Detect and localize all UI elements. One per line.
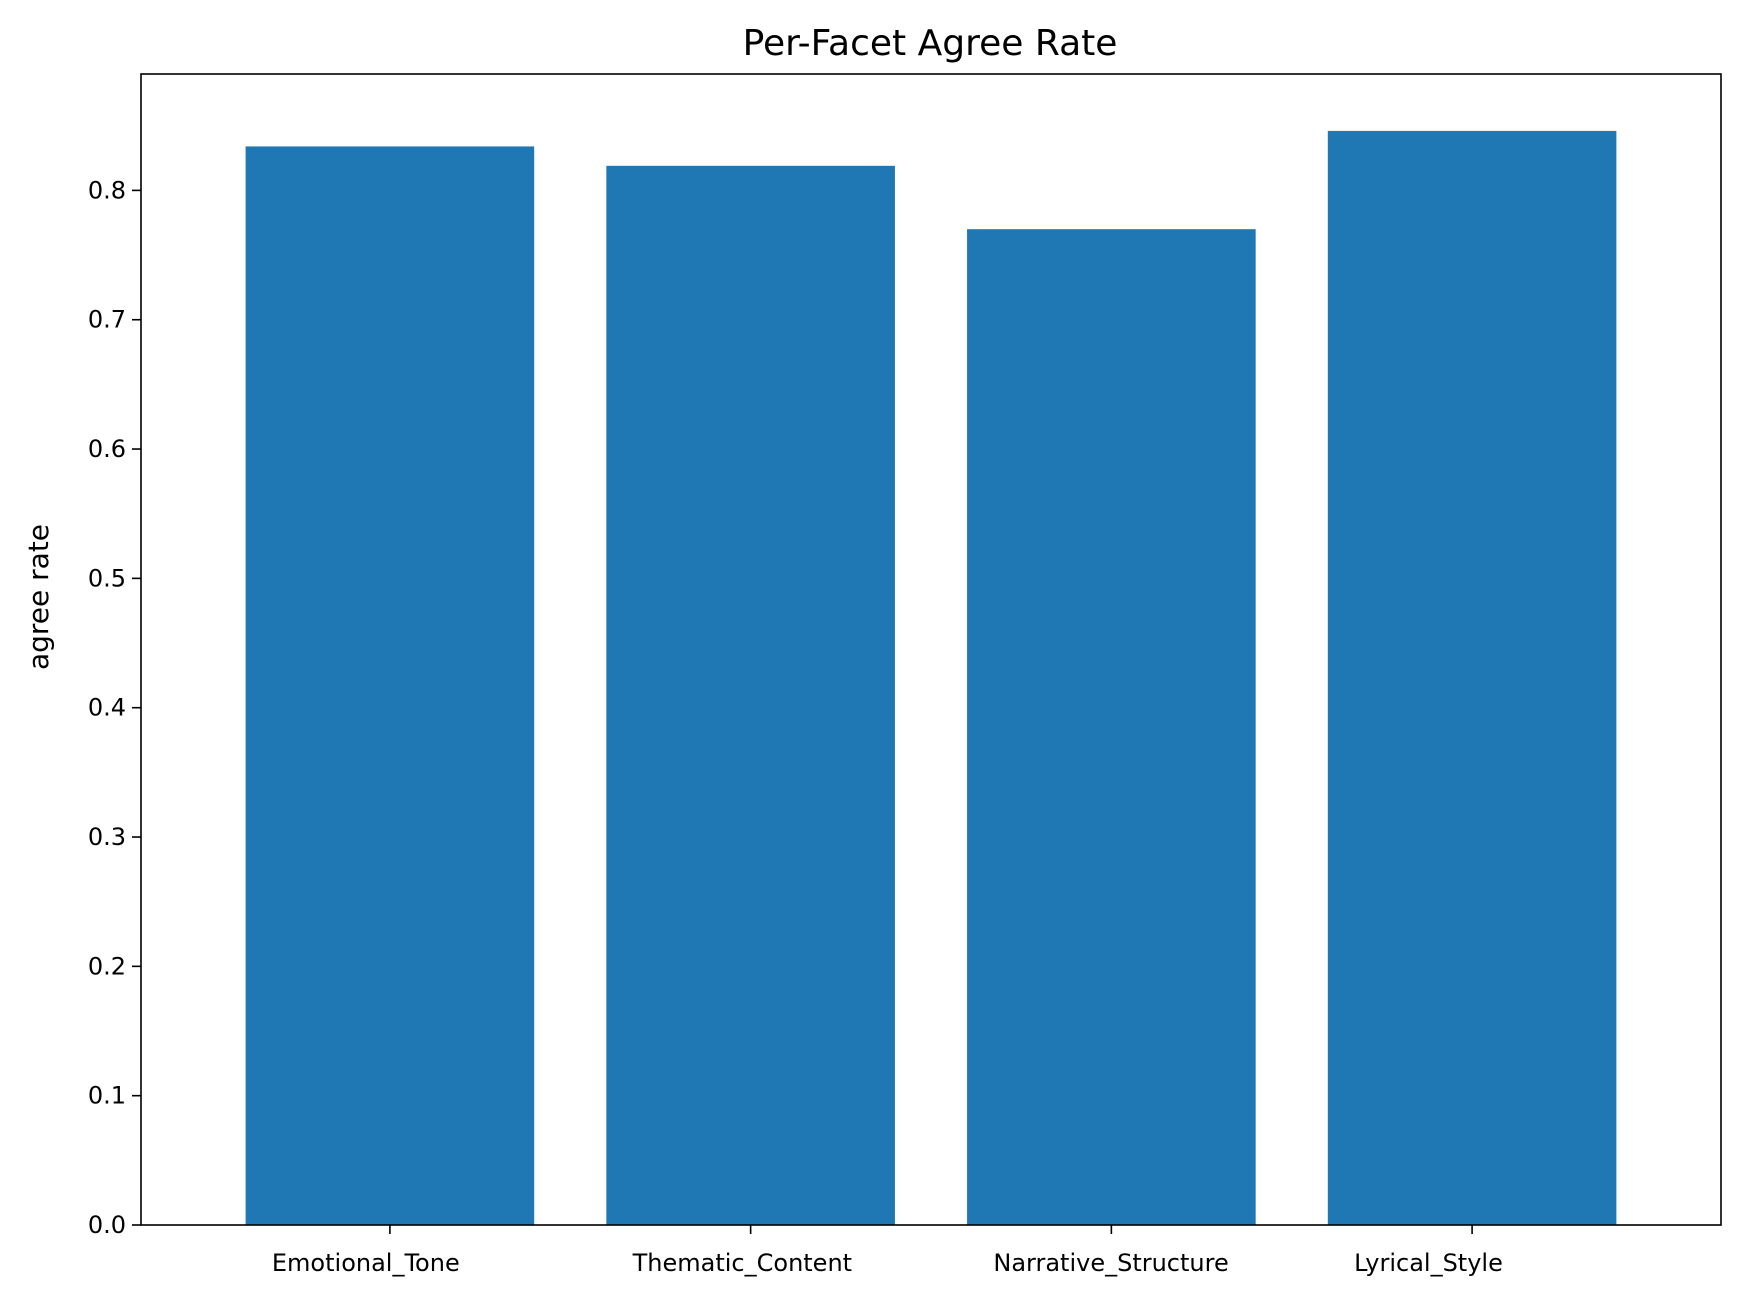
y-tick-label: 0.4 (88, 694, 126, 722)
y-tick-label: 0.3 (88, 823, 126, 851)
x-ticks: Emotional_Tone Thematic_Content Narrative_… (272, 1225, 1503, 1277)
bar-lyrical-style (1327, 130, 1617, 1226)
x-tick-label: Thematic_Content (632, 1249, 852, 1277)
x-tick-label: Narrative_Structure (993, 1249, 1228, 1277)
x-tick-label: Emotional_Tone (272, 1249, 460, 1277)
bars-layer (245, 130, 1617, 1226)
y-tick-label: 0.1 (88, 1082, 126, 1110)
y-tick-label: 0.0 (88, 1211, 126, 1239)
y-tick-label: 0.6 (88, 435, 126, 463)
x-tick-label: Lyrical_Style (1354, 1249, 1503, 1277)
y-ticks: 0.0 0.1 0.2 0.3 0.4 0.5 0.6 0.7 0.8 (88, 176, 141, 1239)
y-axis-label: agree rate (22, 524, 55, 670)
bar-emotional-tone (245, 146, 535, 1225)
y-tick-label: 0.5 (88, 564, 126, 592)
bar-thematic-content (606, 165, 895, 1226)
y-tick-label: 0.7 (88, 306, 126, 334)
y-tick-label: 0.2 (88, 952, 126, 980)
bar-narrative-structure (967, 229, 1256, 1225)
plot-frame (140, 73, 1722, 1226)
y-tick-label: 0.8 (88, 176, 126, 204)
chart-title: Per-Facet Agree Rate (743, 23, 1118, 64)
